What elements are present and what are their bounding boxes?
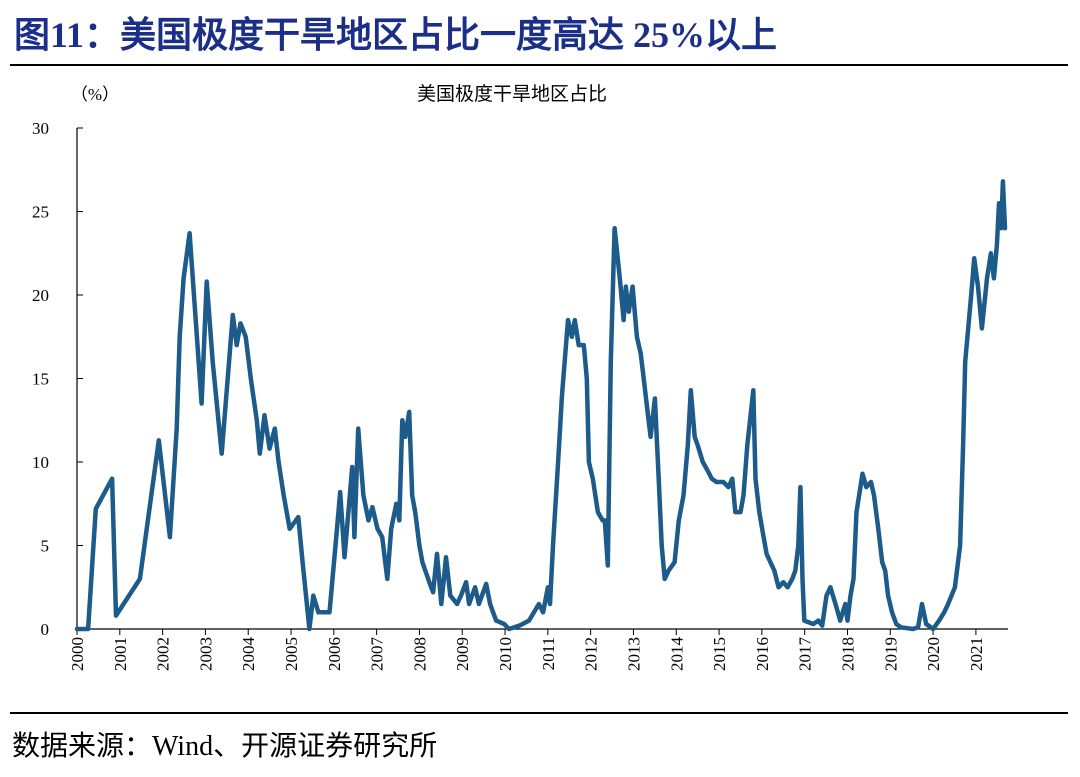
- data-line: [74, 179, 1008, 632]
- y-tick-label: 20: [32, 286, 49, 305]
- x-tick-label: 2009: [453, 637, 472, 671]
- footer-rule: [10, 712, 1068, 714]
- x-tick-label: 2021: [967, 637, 986, 671]
- x-tick-label: 2010: [496, 637, 515, 671]
- y-tick-label: 15: [32, 370, 49, 389]
- y-tick-label: 5: [41, 537, 50, 556]
- x-tick-label: 2017: [796, 637, 815, 672]
- x-tick-label: 2015: [710, 637, 729, 671]
- x-tick-label: 2003: [196, 637, 215, 671]
- x-tick-label: 2006: [325, 637, 344, 671]
- x-tick-label: 2014: [667, 637, 686, 672]
- x-tick-label: 2012: [582, 637, 601, 671]
- x-tick-label: 2005: [282, 637, 301, 671]
- x-tick-label: 2002: [154, 637, 173, 671]
- source-note: 数据来源：Wind、开源证券研究所: [12, 731, 438, 762]
- y-tick-label: 10: [32, 453, 49, 472]
- x-tick-label: 2008: [410, 637, 429, 671]
- y-tick-label: 0: [41, 620, 50, 639]
- x-tick-label: 2019: [881, 637, 900, 671]
- chart: 美国极度干旱地区占比 （%） 0 5 10 15 20 25 30 2000 2001 2002 2…: [32, 83, 1008, 672]
- y-axis-unit: （%）: [71, 85, 119, 104]
- x-tick-label: 2001: [111, 637, 130, 671]
- chart-title: 美国极度干旱地区占比: [417, 83, 607, 105]
- x-tick-label: 2013: [624, 637, 643, 671]
- y-tick-label: 30: [32, 119, 49, 138]
- x-tick-label: 2016: [753, 637, 772, 671]
- x-tick-label: 2004: [239, 637, 258, 672]
- figure-title: 图11：美国极度干旱地区占比一度高达 25%以上: [14, 15, 778, 55]
- x-tick-label: 2018: [838, 637, 857, 671]
- x-tick-label: 2007: [368, 637, 387, 672]
- x-tick-label: 2011: [539, 637, 558, 670]
- header-rule: [10, 64, 1068, 66]
- x-tick-label: 2000: [68, 637, 87, 671]
- x-tick-label: 2020: [924, 637, 943, 671]
- y-tick-label: 25: [32, 203, 49, 222]
